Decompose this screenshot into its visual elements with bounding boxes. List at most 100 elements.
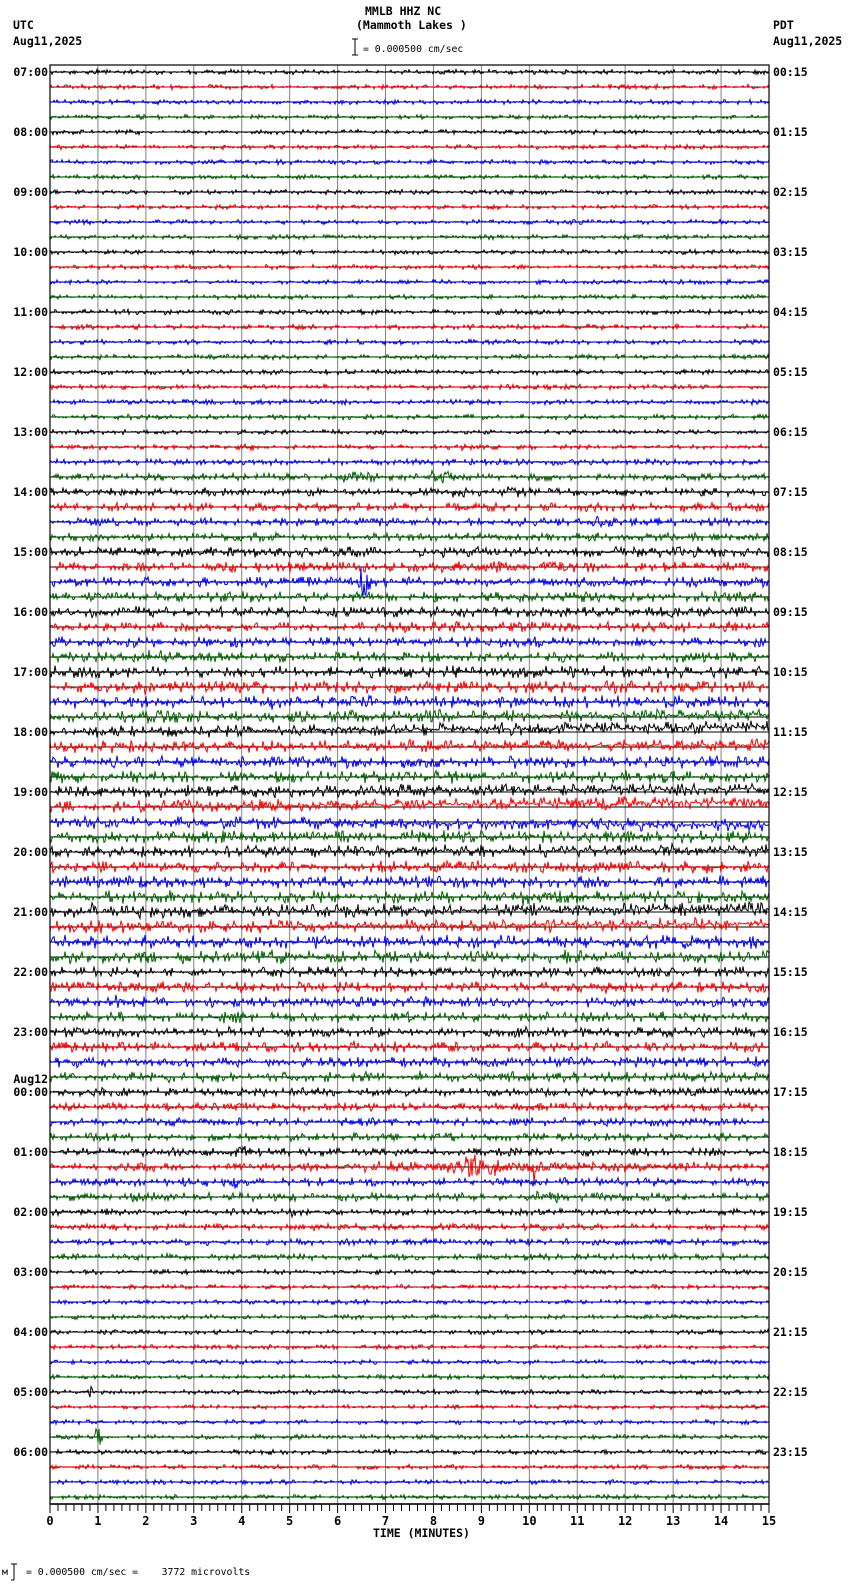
trace-row [49,352,770,362]
trace-row [49,456,770,468]
trace-row [49,142,770,151]
trace-row [50,428,770,436]
pdt-hour-label: 04:15 [773,305,808,319]
trace-row [49,679,770,696]
trace-row [49,442,770,453]
trace-row [49,1131,770,1144]
trace-row [49,232,770,242]
utc-hour-label: 21:00 [13,905,48,919]
trace-row [49,1403,770,1411]
pdt-hour-label: 05:15 [773,365,808,379]
trace-row [49,82,770,92]
trace-row [49,707,770,724]
trace-row [49,203,770,212]
trace-row [49,1343,770,1352]
trace-row [49,1085,770,1099]
trace-row [49,769,770,785]
right-date: Aug11,2025 [773,34,843,48]
x-tick-label: 10 [522,1514,537,1528]
trace-row [49,468,769,485]
trace-row [49,619,770,634]
utc-date-label: Aug12 [13,1072,48,1086]
trace-row [49,814,769,833]
trace-row [49,1462,770,1471]
pdt-hour-label: 07:15 [773,485,808,499]
trace-row [49,649,770,664]
trace-row [49,590,770,604]
trace-row [49,916,770,934]
trace-row [49,1372,770,1382]
x-tick-label: 5 [286,1514,294,1528]
utc-hour-label: 17:00 [13,665,48,679]
pdt-hour-label: 20:15 [773,1265,808,1279]
footer-calibration: = 0.000500 cm/sec = 3772 microvolts [26,1567,251,1578]
utc-hour-label: 18:00 [13,725,48,739]
trace-row [49,737,770,754]
trace-row [49,994,770,1009]
trace-row [49,665,770,680]
trace-row [49,1055,770,1069]
trace-row [49,859,770,874]
utc-hour-label: 20:00 [13,845,48,859]
trace-row [49,1010,770,1024]
trace-row [49,889,770,907]
utc-hour-label: 10:00 [13,245,48,259]
pdt-hour-label: 10:15 [773,665,808,679]
trace-row [49,948,770,965]
trace-row [49,292,770,302]
x-tick-label: 0 [46,1514,54,1528]
trace-row [49,1267,770,1277]
station-title: MMLB HHZ NC [365,4,442,18]
utc-hour-label: 23:00 [13,1025,48,1039]
trace-row [49,382,770,392]
trace-row [49,1447,770,1457]
pdt-hour-label: 09:15 [773,605,808,619]
trace-row [49,247,770,257]
utc-hour-label: 11:00 [13,305,48,319]
trace-row [49,1236,770,1248]
utc-hour-label: 13:00 [13,425,48,439]
pdt-hour-label: 21:15 [773,1325,808,1339]
x-tick-label: 3 [190,1514,198,1528]
utc-hour-label: 16:00 [13,605,48,619]
trace-row [49,412,770,422]
trace-row [49,560,770,575]
trace-row [49,900,770,921]
pdt-hour-label: 17:15 [773,1085,808,1099]
footer-scale-bar-icon [11,1563,17,1581]
trace-row [49,1221,770,1233]
utc-hour-label: 05:00 [13,1385,48,1399]
trace-row [49,720,770,739]
trace-row [49,1282,770,1291]
trace-row [49,568,770,597]
pdt-hour-label: 22:15 [773,1385,808,1399]
trace-row [49,1069,770,1085]
pdt-hour-label: 16:15 [773,1025,808,1039]
utc-hour-label: 03:00 [13,1265,48,1279]
footer-prefix-glyph: м [2,1567,8,1578]
trace-row [49,1251,770,1263]
pdt-hour-label: 14:15 [773,905,808,919]
x-tick-label: 2 [142,1514,150,1528]
x-tick-label: 15 [761,1514,777,1528]
trace-row [49,113,770,121]
trace-row [49,1190,770,1204]
utc-hour-label: 07:00 [13,65,48,79]
trace-row [49,635,770,649]
trace-row [49,188,769,197]
trace-row [49,218,770,227]
trace-row [49,67,770,77]
pdt-hour-label: 13:15 [773,845,808,859]
pdt-hour-label: 01:15 [773,125,808,139]
pdt-hour-label: 06:15 [773,425,808,439]
trace-row [49,367,770,377]
utc-hour-label: 00:00 [13,1085,48,1099]
utc-hour-label: 06:00 [13,1445,48,1459]
trace-row [49,1116,770,1128]
trace-row [49,693,770,710]
pdt-hour-label: 11:15 [773,725,808,739]
utc-hour-label: 12:00 [13,365,48,379]
trace-row [49,754,770,770]
trace-row [49,829,770,845]
